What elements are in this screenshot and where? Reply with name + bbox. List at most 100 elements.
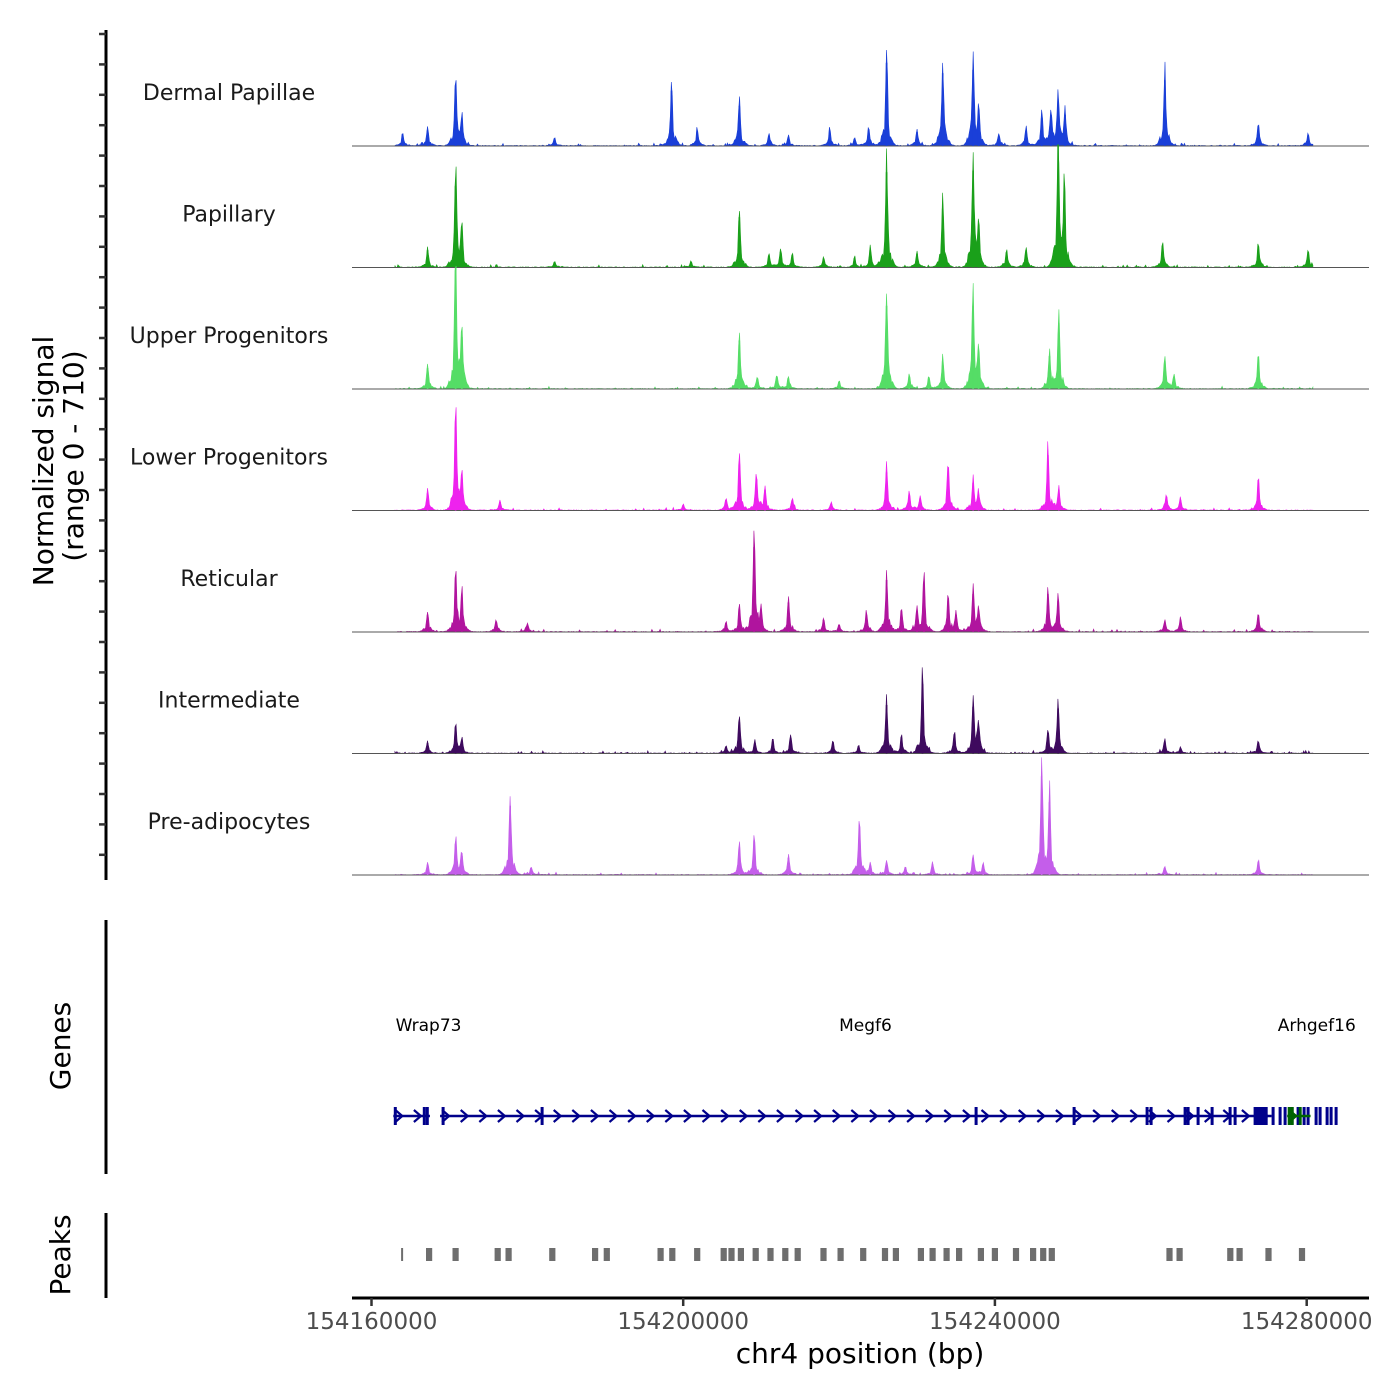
peak-region: [837, 1248, 844, 1261]
gene-strand-arrow: [627, 1109, 637, 1123]
coverage-y-axis-title-line2: (range 0 - 710): [57, 350, 90, 561]
gene-strand-arrow: [1110, 1109, 1121, 1123]
peak-region: [1012, 1248, 1020, 1261]
gene-strand-arrow: [1129, 1109, 1139, 1123]
gene-exon: [1287, 1107, 1291, 1125]
coverage-y-axis: [99, 30, 108, 880]
peak-region: [1048, 1248, 1055, 1261]
gene-strand-arrow: [813, 1109, 823, 1123]
coverage-tracks: Dermal Papillae Papillary Upper Progenitor…: [130, 49, 1369, 876]
gene-strand-arrow: [590, 1109, 600, 1123]
gene-strand-arrow: [1055, 1109, 1065, 1123]
x-tick-label: 154200000: [617, 1309, 749, 1335]
gene-strand-arrow: [683, 1109, 693, 1123]
gene-exon: [1318, 1107, 1322, 1125]
peak-region: [657, 1248, 664, 1261]
peak-region: [549, 1248, 556, 1261]
gene-exon: [1329, 1107, 1333, 1125]
x-axis-title: chr4 position (bp): [736, 1337, 985, 1370]
gene-strand-arrow: [738, 1109, 749, 1123]
gene-strand-arrow: [497, 1109, 507, 1123]
gene-strand-arrow: [608, 1109, 619, 1123]
gene-strand-arrow: [962, 1109, 972, 1123]
gene-strand-arrow: [776, 1109, 786, 1123]
peak-region: [1030, 1248, 1037, 1261]
gene-exon: [1253, 1107, 1268, 1125]
gene-strand-arrow: [794, 1109, 805, 1123]
gene-strand-arrow: [980, 1109, 991, 1123]
gene-arhgef16: Arhgef16: [1278, 1016, 1356, 1125]
gene-exon: [425, 1107, 429, 1125]
gene-label: Arhgef16: [1278, 1016, 1356, 1036]
gene-exon: [1233, 1107, 1237, 1125]
gene-exon: [1271, 1107, 1275, 1125]
coverage-track: Reticular: [180, 530, 1369, 633]
track-label: Reticular: [180, 567, 278, 592]
gene-exon: [1325, 1107, 1329, 1125]
gene-strand-arrow: [394, 1109, 404, 1123]
gene-strand-arrow: [478, 1109, 488, 1123]
peak-region: [1236, 1248, 1243, 1261]
coverage-signal-area: [394, 144, 1314, 268]
gene-track: Wrap73 Megf6 Arhgef16: [393, 1016, 1356, 1125]
gene-wrap73: Wrap73: [393, 1016, 461, 1125]
gene-strand-arrow: [1166, 1109, 1177, 1123]
peak-track: [401, 1248, 1306, 1261]
gene-strand-arrow: [1017, 1109, 1028, 1123]
coverage-signal-area: [394, 265, 1314, 390]
gene-strand-arrow: [459, 1109, 470, 1123]
coverage-signal-area: [394, 49, 1314, 147]
coverage-signal-area: [394, 530, 1314, 633]
peak-region: [956, 1248, 963, 1261]
coverage-signal-area: [394, 407, 1314, 511]
gene-exon: [393, 1107, 397, 1125]
gene-strand-arrow: [1073, 1109, 1084, 1123]
peaks-y-axis-title: Peaks: [44, 1214, 77, 1295]
gene-strand-arrow: [720, 1109, 730, 1123]
gene-megf6: Megf6: [440, 1016, 1338, 1125]
gene-exon: [1149, 1107, 1153, 1125]
gene-exon: [1145, 1107, 1149, 1125]
x-tick-label: 154240000: [929, 1309, 1061, 1335]
track-label: Lower Progenitors: [130, 446, 328, 471]
peak-region: [881, 1248, 889, 1261]
coverage-track: Lower Progenitors: [130, 407, 1369, 511]
peak-region: [505, 1248, 512, 1261]
gene-strand-arrow: [999, 1109, 1009, 1123]
gene-strand-arrow: [943, 1109, 953, 1123]
gene-exon: [540, 1107, 544, 1125]
gene-exon: [441, 1107, 445, 1125]
track-label: Upper Progenitors: [130, 324, 329, 349]
gene-label: Megf6: [839, 1016, 892, 1036]
coverage-signal-area: [394, 667, 1314, 754]
peak-region: [1265, 1248, 1272, 1261]
gene-strand-arrow: [924, 1109, 935, 1123]
peak-region: [728, 1248, 735, 1261]
peak-region: [782, 1248, 789, 1261]
gene-strand-arrow: [515, 1109, 526, 1123]
peak-region: [977, 1248, 984, 1261]
peak-region: [1298, 1248, 1306, 1261]
gene-exon: [1278, 1107, 1282, 1125]
peak-region: [426, 1248, 433, 1261]
peak-region: [1176, 1248, 1183, 1261]
gene-strand-arrow: [831, 1109, 842, 1123]
peak-region: [917, 1248, 924, 1261]
gene-strand-arrow: [869, 1109, 879, 1123]
gene-strand-arrow: [664, 1109, 674, 1123]
peak-region: [752, 1248, 759, 1261]
coverage-y-axis-title-line1: Normalized signal: [27, 336, 60, 587]
gene-strand-arrow: [645, 1109, 656, 1123]
genes-y-axis-title: Genes: [44, 1002, 77, 1090]
gene-exon: [1298, 1107, 1302, 1125]
x-tick-label: 154280000: [1241, 1309, 1373, 1335]
peak-region: [592, 1248, 599, 1261]
peak-region: [603, 1248, 610, 1261]
gene-strand-arrow: [701, 1109, 712, 1123]
coverage-track: Upper Progenitors: [130, 265, 1369, 390]
gene-exon: [1186, 1107, 1190, 1125]
peak-region: [991, 1248, 998, 1261]
gene-strand-arrow: [413, 1109, 423, 1123]
gene-strand-arrow: [1092, 1109, 1102, 1123]
peak-region: [1166, 1248, 1173, 1261]
